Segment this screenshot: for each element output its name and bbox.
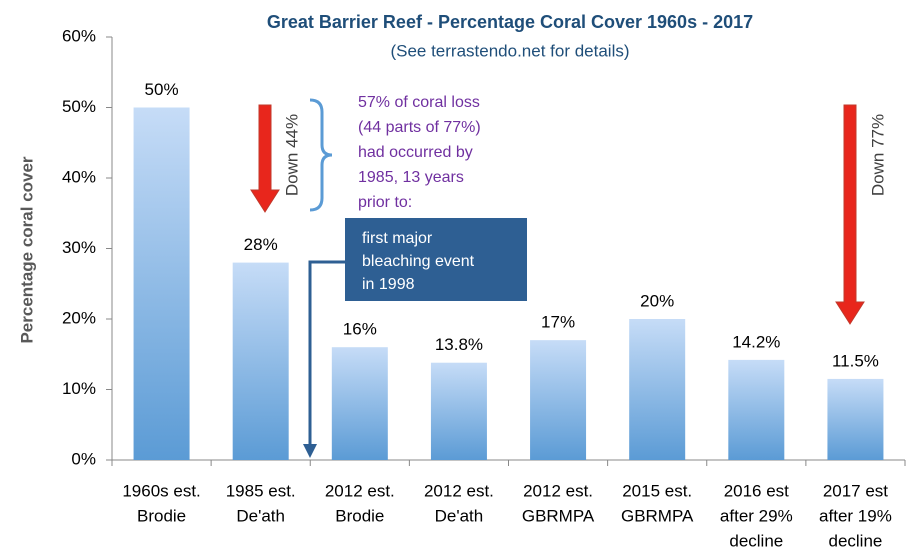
y-tick-label: 10% <box>62 379 96 398</box>
chart-title: Great Barrier Reef - Percentage Coral Co… <box>267 12 753 32</box>
x-tick-label: GBRMPA <box>522 506 595 525</box>
value-label: 16% <box>343 320 377 339</box>
annotation: 57% of coral loss <box>358 94 480 111</box>
x-tick-label: decline <box>729 531 783 550</box>
x-tick-label: 2017 est <box>823 481 888 500</box>
y-tick-label: 40% <box>62 167 96 186</box>
x-tick-label: De'ath <box>435 506 484 525</box>
pointer-line <box>308 260 345 448</box>
x-tick-label: 1960s est. <box>122 481 200 500</box>
value-label: 28% <box>244 235 278 254</box>
value-label: 50% <box>145 80 179 99</box>
x-tick-label: De'ath <box>236 506 285 525</box>
x-tick-label: decline <box>829 531 883 550</box>
x-tick-label: Brodie <box>137 506 186 525</box>
x-tick-label: Brodie <box>335 506 384 525</box>
x-tick-label: 2012 est. <box>325 481 395 500</box>
y-axis-label: Percentage coral cover <box>17 156 36 343</box>
x-tick-label: GBRMPA <box>621 506 694 525</box>
annotation: first major <box>362 230 433 247</box>
bar <box>629 319 686 460</box>
x-tick-label: after 19% <box>819 506 892 525</box>
annotation: Down 44% <box>282 114 301 196</box>
bar <box>827 378 884 460</box>
bar <box>331 347 388 460</box>
y-tick-label: 20% <box>62 308 96 327</box>
annotation: Down 77% <box>868 114 887 196</box>
value-label: 20% <box>640 291 674 310</box>
y-tick-label: 50% <box>62 97 96 116</box>
value-label: 13.8% <box>435 335 483 354</box>
chart-subtitle: (See terrastendo.net for details) <box>390 41 629 60</box>
annotation: bleaching event <box>362 253 475 270</box>
annotation: (44 parts of 77%) <box>358 119 481 136</box>
x-tick-label: after 29% <box>720 506 793 525</box>
annotation-box <box>345 218 527 301</box>
value-label: 17% <box>541 313 575 332</box>
y-tick-label: 0% <box>71 449 96 468</box>
y-tick-label: 60% <box>62 26 96 45</box>
bar <box>430 362 487 460</box>
annotation: prior to: <box>358 194 412 211</box>
annotation: 1985, 13 years <box>358 169 464 186</box>
x-tick-label: 2012 est. <box>424 481 494 500</box>
pointer-head <box>303 444 317 458</box>
x-tick-label: 2015 est. <box>622 481 692 500</box>
x-tick-label: 2016 est <box>724 481 789 500</box>
bar <box>133 107 190 460</box>
bar <box>232 262 289 460</box>
y-tick-label: 30% <box>62 238 96 257</box>
bar <box>728 359 785 460</box>
value-label: 11.5% <box>832 351 879 370</box>
x-tick-label: 2012 est. <box>523 481 593 500</box>
bar <box>530 340 587 460</box>
annotation: in 1998 <box>362 276 415 293</box>
bracket <box>309 98 333 212</box>
value-label: 14.2% <box>732 332 780 351</box>
red-arrow <box>250 104 280 213</box>
x-tick-label: 1985 est. <box>226 481 296 500</box>
red-arrow <box>835 104 865 325</box>
annotation: had occurred by <box>358 144 473 161</box>
